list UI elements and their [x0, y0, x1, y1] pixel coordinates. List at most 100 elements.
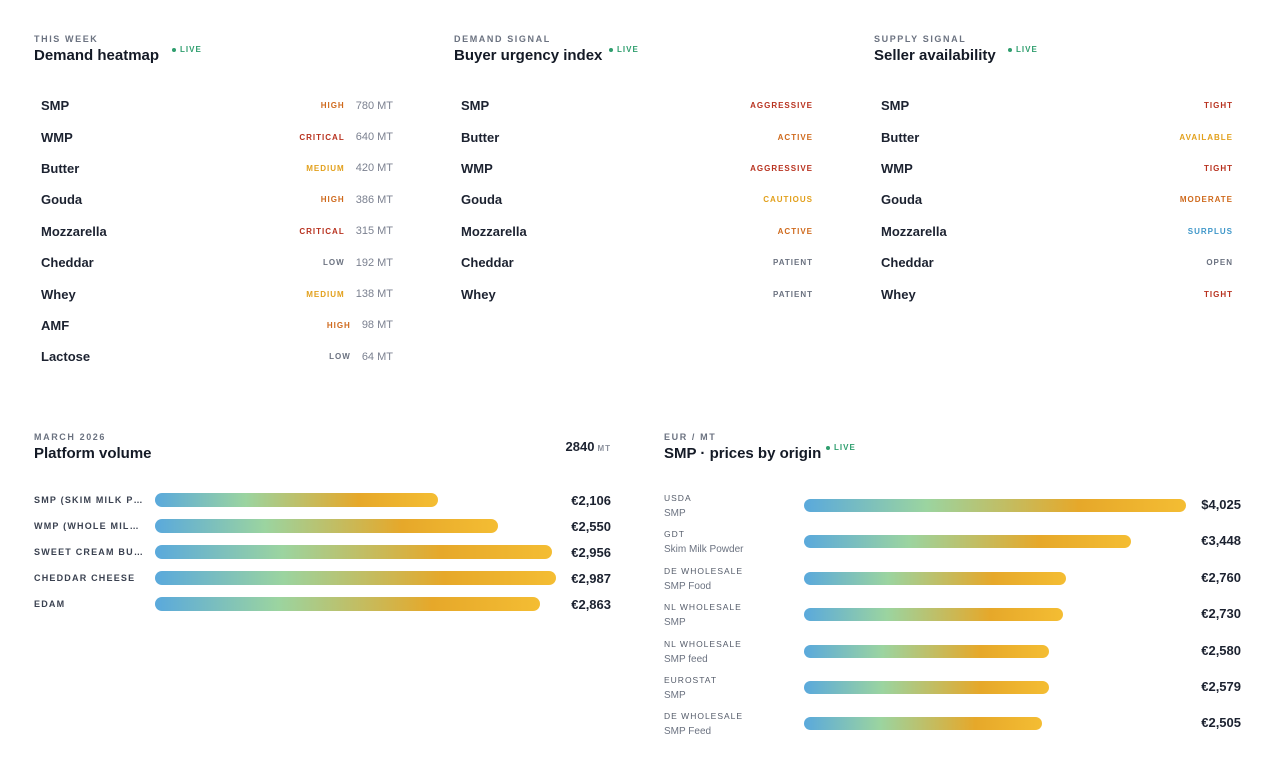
price-bar-row[interactable]: DE WHOLESALE SMP Feed €2,505: [664, 708, 1241, 744]
commodity-name: Whey: [461, 286, 496, 302]
bar-track: [155, 571, 558, 585]
list-item[interactable]: Lactose LOW 64 MT: [41, 341, 393, 372]
live-indicator: LIVE: [826, 443, 856, 452]
list-item[interactable]: Mozzarella SURPLUS: [881, 216, 1233, 247]
price-bar-row[interactable]: NL WHOLESALE SMP feed €2,580: [664, 636, 1241, 672]
volume-bar-row[interactable]: WMP (WHOLE MILK POWDER) €2,550: [34, 513, 611, 539]
commodity-name: WMP: [461, 160, 493, 176]
list-item[interactable]: Whey PATIENT: [461, 278, 813, 309]
status-badge: TIGHT: [1204, 289, 1233, 299]
row-meta: CRITICAL 315 MT: [299, 225, 393, 237]
list-item[interactable]: Butter MEDIUM 420 MT: [41, 153, 393, 184]
row-meta: CAUTIOUS: [763, 195, 813, 204]
list-item[interactable]: AMF HIGH 98 MT: [41, 310, 393, 341]
bar-track: [804, 571, 1194, 585]
list-item[interactable]: Gouda MODERATE: [881, 184, 1233, 215]
smp-prices-panel: EUR / MT SMP · prices by origin LIVE USD…: [664, 432, 1241, 742]
price-bar-row[interactable]: NL WHOLESALE SMP €2,730: [664, 599, 1241, 635]
row-meta: PATIENT: [773, 258, 813, 267]
list-item[interactable]: WMP AGGRESSIVE: [461, 153, 813, 184]
platform-volume-bars: SMP (SKIM MILK POWDER) €2,106 WMP (WHOLE M…: [34, 487, 611, 617]
demand-heatmap-list: SMP HIGH 780 MT WMP CRITICAL 640 MT Butter MEDI…: [41, 90, 393, 373]
row-meta: TIGHT: [1204, 164, 1233, 173]
live-label: LIVE: [617, 45, 639, 54]
list-item[interactable]: Butter AVAILABLE: [881, 121, 1233, 152]
quantity-value: 138 MT: [355, 288, 393, 301]
list-item[interactable]: SMP AGGRESSIVE: [461, 90, 813, 121]
price-bar-row[interactable]: EUROSTAT SMP €2,579: [664, 672, 1241, 708]
list-item[interactable]: Mozzarella ACTIVE: [461, 216, 813, 247]
bar-track: [155, 597, 558, 611]
price-source: DE WHOLESALE: [664, 565, 744, 576]
platform-volume-eyebrow: MARCH 2026: [34, 432, 107, 442]
list-item[interactable]: Whey MEDIUM 138 MT: [41, 278, 393, 309]
list-item[interactable]: Gouda HIGH 386 MT: [41, 184, 393, 215]
row-meta: AGGRESSIVE: [750, 164, 813, 173]
smp-prices-eyebrow: EUR / MT: [664, 432, 717, 442]
list-item[interactable]: WMP CRITICAL 640 MT: [41, 121, 393, 152]
list-item[interactable]: Cheddar PATIENT: [461, 247, 813, 278]
list-item[interactable]: WMP TIGHT: [881, 153, 1233, 184]
price-product: SMP: [664, 689, 686, 701]
bar-value: €2,863: [571, 596, 611, 612]
price-bar: [804, 608, 1064, 622]
total-value: 2840: [565, 439, 595, 454]
list-item[interactable]: Cheddar LOW 192 MT: [41, 247, 393, 278]
volume-bar-row[interactable]: SMP (SKIM MILK POWDER) €2,106: [34, 487, 611, 513]
row-meta: HIGH 386 MT: [321, 194, 393, 206]
volume-bar-row[interactable]: EDAM €2,863: [34, 591, 611, 617]
status-badge: AGGRESSIVE: [750, 163, 813, 173]
bar-track: [804, 680, 1194, 694]
bar-track: [804, 644, 1194, 658]
bar-track: [804, 608, 1194, 622]
price-bar-row[interactable]: GDT Skim Milk Powder €3,448: [664, 526, 1241, 562]
live-dot-icon: [609, 47, 613, 52]
bar-label: WMP (WHOLE MILK POWDER): [34, 521, 146, 531]
status-badge: PATIENT: [772, 258, 813, 268]
list-item[interactable]: Mozzarella CRITICAL 315 MT: [41, 216, 393, 247]
list-item[interactable]: Whey TIGHT: [881, 278, 1233, 309]
status-badge: TIGHT: [1204, 101, 1233, 111]
price-bar: [804, 717, 1042, 731]
volume-bar-row[interactable]: SWEET CREAM BUTTER €2,956: [34, 539, 611, 565]
platform-volume-total: 2840 MT: [566, 439, 611, 454]
row-meta: LOW 64 MT: [329, 351, 393, 363]
status-badge: OPEN: [1206, 258, 1233, 268]
bar-track: [155, 493, 558, 507]
platform-volume-panel: MARCH 2026 Platform volume 2840 MT SMP (S…: [34, 432, 611, 622]
commodity-name: SMP: [461, 98, 490, 114]
volume-bar-row[interactable]: CHEDDAR CHEESE €2,987: [34, 565, 611, 591]
list-item[interactable]: Butter ACTIVE: [461, 121, 813, 152]
commodity-name: Whey: [41, 286, 76, 302]
status-badge: LOW: [323, 258, 345, 268]
price-bar-row[interactable]: USDA SMP $4,025: [664, 490, 1241, 526]
platform-volume-title: Platform volume: [34, 445, 152, 462]
bar-value: €2,956: [571, 544, 611, 560]
bar-value: €2,505: [1201, 715, 1241, 731]
bar-track: [155, 519, 558, 533]
price-bar-row[interactable]: DE WHOLESALE SMP Food €2,760: [664, 563, 1241, 599]
bar-label: SMP (SKIM MILK POWDER): [34, 495, 146, 505]
row-meta: PATIENT: [773, 290, 813, 299]
row-meta: LOW 192 MT: [323, 257, 393, 269]
list-item[interactable]: SMP TIGHT: [881, 90, 1233, 121]
commodity-name: Butter: [461, 129, 500, 145]
row-meta: MEDIUM 420 MT: [306, 162, 393, 174]
price-source: GDT: [664, 529, 685, 540]
smp-prices-bars: USDA SMP $4,025 GDT Skim Milk Powder €3,448 DE…: [664, 490, 1241, 745]
list-item[interactable]: SMP HIGH 780 MT: [41, 90, 393, 121]
list-item[interactable]: Gouda CAUTIOUS: [461, 184, 813, 215]
buyer-urgency-title: Buyer urgency index: [454, 47, 603, 64]
status-badge: MEDIUM: [306, 163, 345, 173]
list-item[interactable]: Cheddar OPEN: [881, 247, 1233, 278]
bar-value: €2,106: [571, 492, 611, 508]
buyer-urgency-eyebrow: DEMAND SIGNAL: [454, 34, 551, 44]
row-meta: TIGHT: [1204, 101, 1233, 110]
status-badge: LOW: [329, 352, 351, 362]
bar-value: €2,987: [571, 570, 611, 586]
seller-availability-eyebrow: SUPPLY SIGNAL: [874, 34, 967, 44]
row-meta: HIGH 98 MT: [327, 319, 393, 331]
row-meta: SURPLUS: [1188, 227, 1233, 236]
row-meta: MEDIUM 138 MT: [306, 288, 393, 300]
buyer-urgency-panel: DEMAND SIGNAL Buyer urgency index LIVE S…: [454, 34, 813, 314]
